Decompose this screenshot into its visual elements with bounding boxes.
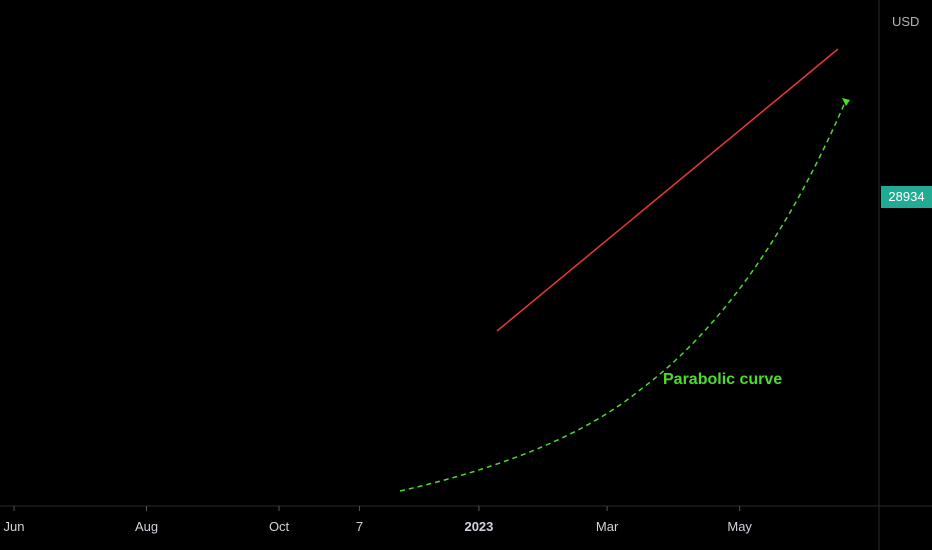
x-tick-label: Oct [269,519,290,534]
resistance-trendline [496,48,839,332]
x-tick-label: May [727,519,752,534]
x-tick-label: Aug [135,519,158,534]
x-tick-label: 7 [356,519,363,534]
parabolic-curve-arrowhead [842,98,850,106]
parabolic-curve-label: Parabolic curve [663,371,782,388]
current-price-tag: 28934 [881,186,932,208]
x-axis-ticks: Jun Aug Oct 7 2023 Mar May [4,506,752,534]
parabolic-curve [399,99,847,492]
currency-label: USD [892,14,919,29]
x-tick-label: Jun [4,519,25,534]
x-tick-label: 2023 [464,519,493,534]
overlays [399,48,850,492]
x-tick-label: Mar [596,519,619,534]
